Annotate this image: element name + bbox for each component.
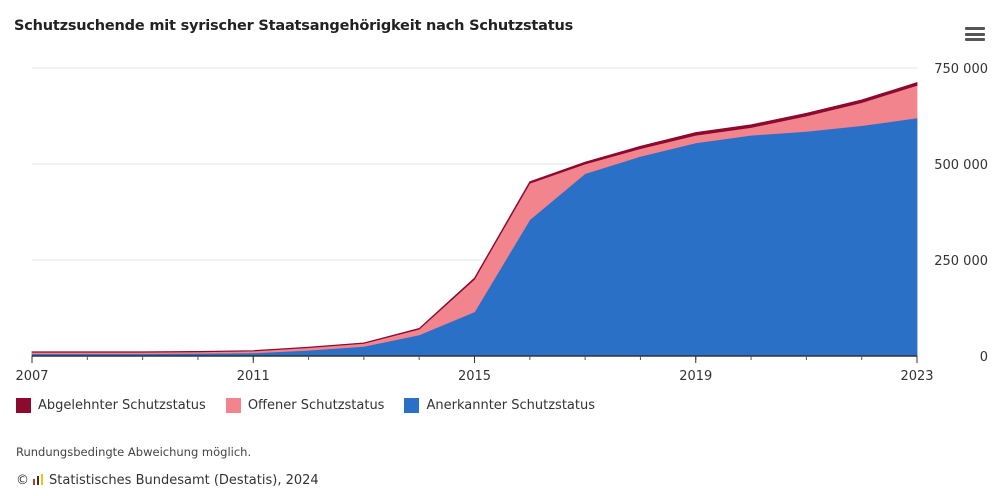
chart-title: Schutzsuchende mit syrischer Staatsangeh… <box>14 18 573 34</box>
x-tick-label: 2019 <box>679 369 712 384</box>
x-tick-label: 2011 <box>237 369 270 384</box>
x-axis: 2007 2011 2015 2019 2023 <box>15 355 934 384</box>
legend-item[interactable]: Offener Schutzstatus <box>225 398 385 413</box>
y-tick-label: 0 <box>980 350 988 365</box>
area-chart: 2007 2011 2015 2019 2023 0 250 000 500 000 750 … <box>15 62 988 384</box>
legend-item[interactable]: Anerkannter Schutzstatus <box>404 398 595 413</box>
rounding-note: Rundungsbedingte Abweichung möglich. <box>16 445 252 459</box>
legend-label: Abgelehnter Schutzstatus <box>38 398 206 413</box>
legend-swatch <box>16 398 31 413</box>
x-tick-label: 2015 <box>458 369 491 384</box>
area-series-anerkannter-schutzstatus <box>31 117 918 357</box>
copyright-symbol: © <box>16 473 29 488</box>
destatis-logo-icon <box>33 473 45 488</box>
y-axis: 0 250 000 500 000 750 000 <box>934 62 988 365</box>
hamburger-menu-icon[interactable] <box>965 27 985 42</box>
legend-label: Anerkannter Schutzstatus <box>426 398 596 413</box>
x-tick-label: 2007 <box>15 369 48 384</box>
stacked-areas <box>31 82 918 357</box>
y-tick-label: 750 000 <box>934 62 988 77</box>
legend-item[interactable]: Abgelehnter Schutzstatus <box>16 398 206 413</box>
legend: Abgelehnter Schutzstatus Offener Schutzst… <box>16 398 595 413</box>
area-series-abgelehnter-schutzstatus <box>31 82 918 353</box>
legend-swatch <box>225 398 241 413</box>
y-tick-label: 500 000 <box>934 158 988 173</box>
legend-swatch <box>404 398 420 413</box>
y-tick-label: 250 000 <box>934 254 988 269</box>
legend-label: Offener Schutzstatus <box>247 398 385 413</box>
source-credit: © Statistisches Bundesamt (Destatis), 20… <box>16 473 319 488</box>
x-tick-label: 2023 <box>900 369 933 384</box>
source-text: Statistisches Bundesamt (Destatis), 2024 <box>49 473 319 488</box>
